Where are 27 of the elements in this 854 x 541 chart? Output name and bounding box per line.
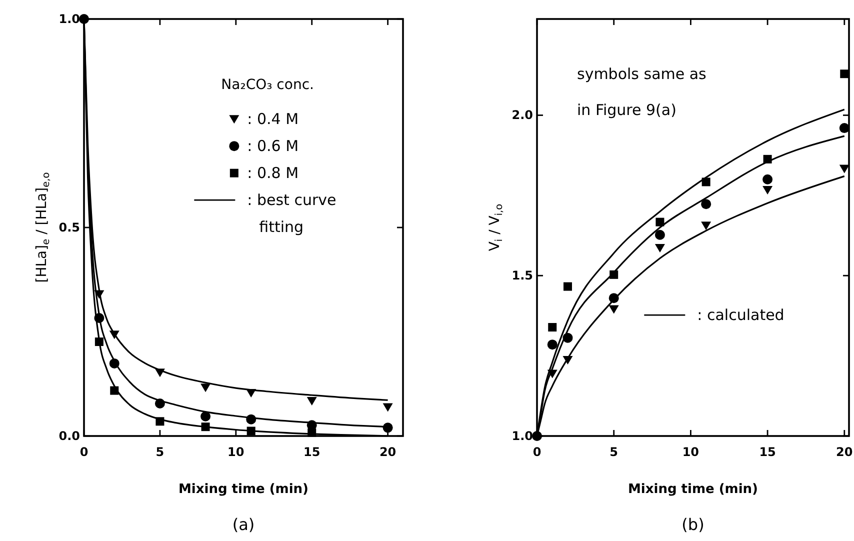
legend-label: : 0.4 M [247,110,299,128]
legend-label: : 0.8 M [247,164,299,182]
y-tick-label: 1.5 [512,268,533,283]
y-tick-label: 0.5 [58,220,80,234]
x-tick-label: 20 [836,445,853,459]
x-tick-label: 10 [682,445,700,459]
text: symbols same as in Figure 9(a) [577,65,706,119]
legend-label: : 0.6 M [247,137,299,156]
x-axis-title: Mixing time (min) [628,482,758,497]
x-tick-label: 5 [610,445,618,459]
x-tick-label: 15 [759,445,776,459]
text: (b) [682,515,704,534]
x-axis-title: Mixing time (min) [178,482,309,497]
text: (a) [232,515,255,534]
x-tick-label: 5 [156,445,164,459]
x-tick-label: 0 [532,445,542,459]
y-tick-label: 1.0 [58,12,80,26]
legend-label: : calculated [697,306,784,324]
legend-label: : best curve fitting [247,191,336,236]
y-tick-label: 2.0 [512,108,533,122]
legend-title: Na₂CO₃ conc. [221,77,314,94]
x-tick-label: 20 [379,445,396,459]
x-tick-label: 15 [304,445,320,459]
x-tick-label: 0 [80,445,88,459]
y-tick-label: 0.0 [58,429,80,443]
x-tick-label: 10 [228,445,244,459]
y-tick-label: 1.0 [512,429,533,443]
